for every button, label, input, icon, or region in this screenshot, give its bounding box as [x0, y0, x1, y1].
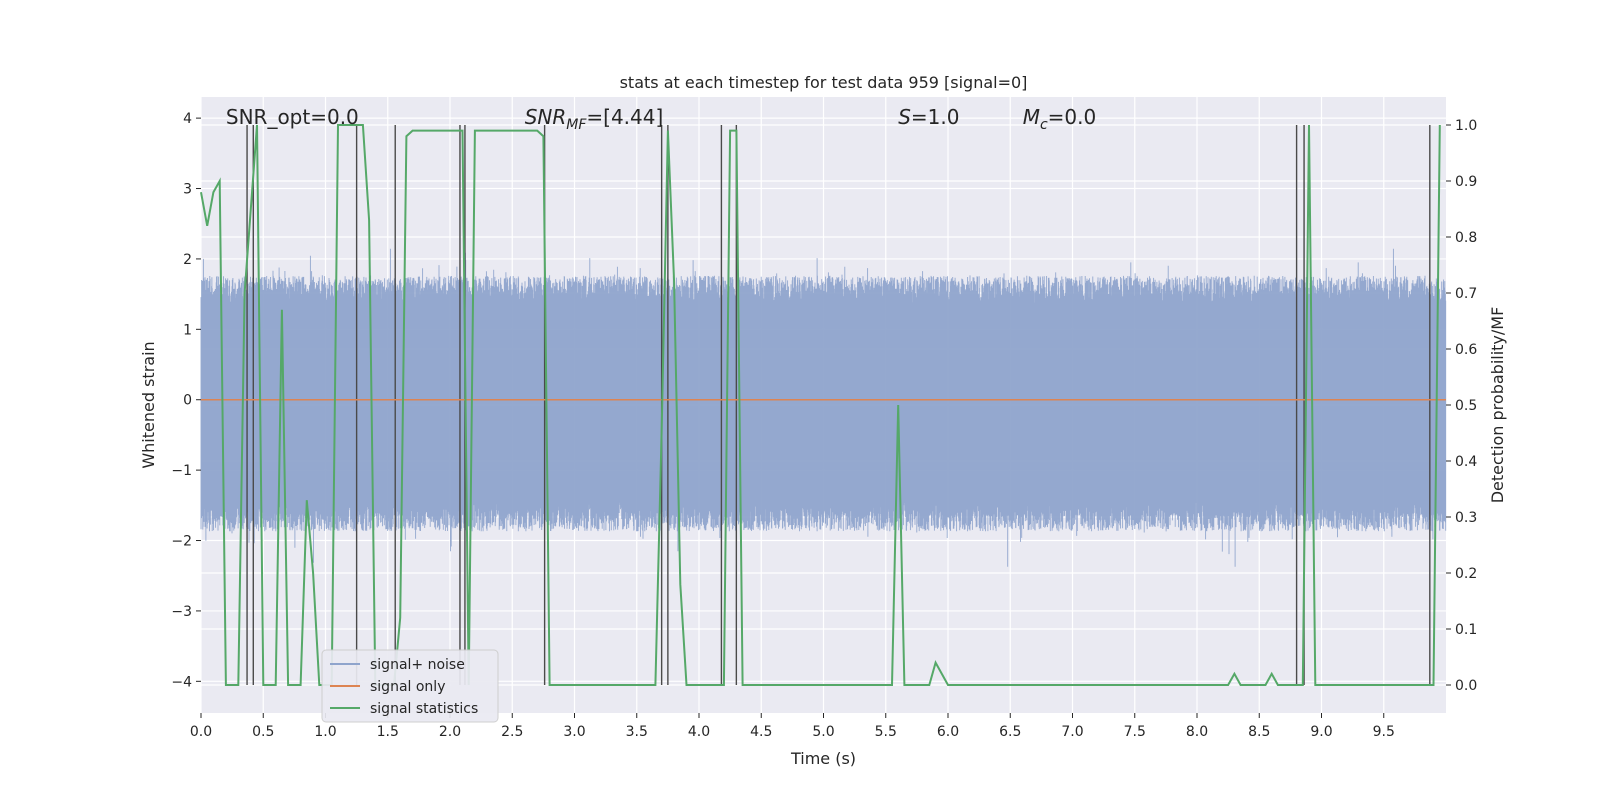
y-tick-label: 2	[183, 252, 192, 268]
x-tick-label: 1.5	[377, 724, 399, 740]
signal-statistics-line	[200, 124, 1441, 686]
y2-tick-label: 0.7	[1455, 286, 1477, 302]
x-tick-label: 4.0	[688, 724, 710, 740]
x-tick-label: 8.5	[1248, 724, 1270, 740]
y-axis-label: Whitened strain	[139, 341, 158, 468]
legend: signal+ noise signal only signal statistic…	[321, 649, 499, 723]
y2-tick-label: 0.5	[1455, 398, 1477, 414]
x-tick-label: 0.5	[252, 724, 274, 740]
y2-tick-label: 0.6	[1455, 342, 1477, 358]
annotation: Mc=0.0	[1023, 105, 1097, 133]
y2-tick-label: 0.8	[1455, 230, 1477, 246]
x-tick-label: 7.5	[1124, 724, 1146, 740]
x-tick-label: 7.0	[1061, 724, 1083, 740]
chart-title: stats at each timestep for test data 959…	[620, 73, 1028, 92]
x-tick-label: 9.5	[1373, 724, 1395, 740]
x-tick-label: 9.0	[1310, 724, 1332, 740]
series-signal-noise	[200, 248, 1447, 567]
y2-tick-label: 0.9	[1455, 174, 1477, 190]
annotation: S=1.0	[898, 105, 959, 129]
x-tick-label: 2.0	[439, 724, 461, 740]
y-tick-label: −2	[171, 534, 192, 550]
x-tick-label: 8.0	[1186, 724, 1208, 740]
y2-tick-label: 0.4	[1455, 454, 1477, 470]
y-tick-label: 1	[183, 322, 192, 338]
x-tick-label: 4.5	[750, 724, 772, 740]
y-tick-label: 3	[183, 182, 192, 198]
x-tick-label: 1.0	[314, 724, 336, 740]
x-tick-label: 6.0	[937, 724, 959, 740]
x-tick-label: 3.5	[626, 724, 648, 740]
series-signal-statistics	[200, 124, 1441, 686]
annotation: SNRMF=[4.44]	[525, 105, 664, 133]
annotations: SNR_opt=0.0 SNRMF=[4.44] S=1.0 Mc=0.0	[226, 105, 1096, 133]
y2-tick-label: 0.0	[1455, 678, 1477, 694]
legend-label: signal only	[370, 679, 445, 695]
y2-tick-label: 0.3	[1455, 510, 1477, 526]
x-axis: 0.0 0.5 1.0 1.5 2.0 2.5 3.0 3.5 4.0 4.5 5.0 5.5 6.0 6…	[190, 713, 1395, 740]
legend-label: signal statistics	[370, 701, 478, 717]
y-tick-label: 4	[183, 111, 192, 127]
y-tick-label: −1	[171, 463, 192, 479]
y-tick-label: −4	[171, 674, 192, 690]
noise-trace	[200, 248, 1447, 567]
x-axis-label: Time (s)	[790, 749, 856, 768]
y-tick-label: −3	[171, 604, 192, 620]
x-tick-label: 2.5	[501, 724, 523, 740]
y2-tick-label: 0.1	[1455, 622, 1477, 638]
x-tick-label: 6.5	[999, 724, 1021, 740]
annotation: SNR_opt=0.0	[226, 105, 359, 129]
x-tick-label: 5.0	[812, 724, 834, 740]
legend-box	[321, 649, 499, 723]
y-tick-label: 0	[183, 393, 192, 409]
x-tick-label: 0.0	[190, 724, 212, 740]
y-axis-left: 4 3 2 1 0 −1 −2 −3 −4	[171, 111, 201, 690]
x-tick-label: 5.5	[875, 724, 897, 740]
y2-tick-label: 0.2	[1455, 566, 1477, 582]
legend-label: signal+ noise	[370, 657, 465, 673]
y2-axis-label: Detection probability/MF	[1488, 307, 1507, 504]
y-axis-right: 1.0 0.9 0.8 0.7 0.6 0.5 0.4 0.3 0.2 0.1 0.0	[1446, 118, 1477, 694]
x-tick-label: 3.0	[563, 724, 585, 740]
y2-tick-label: 1.0	[1455, 118, 1477, 134]
